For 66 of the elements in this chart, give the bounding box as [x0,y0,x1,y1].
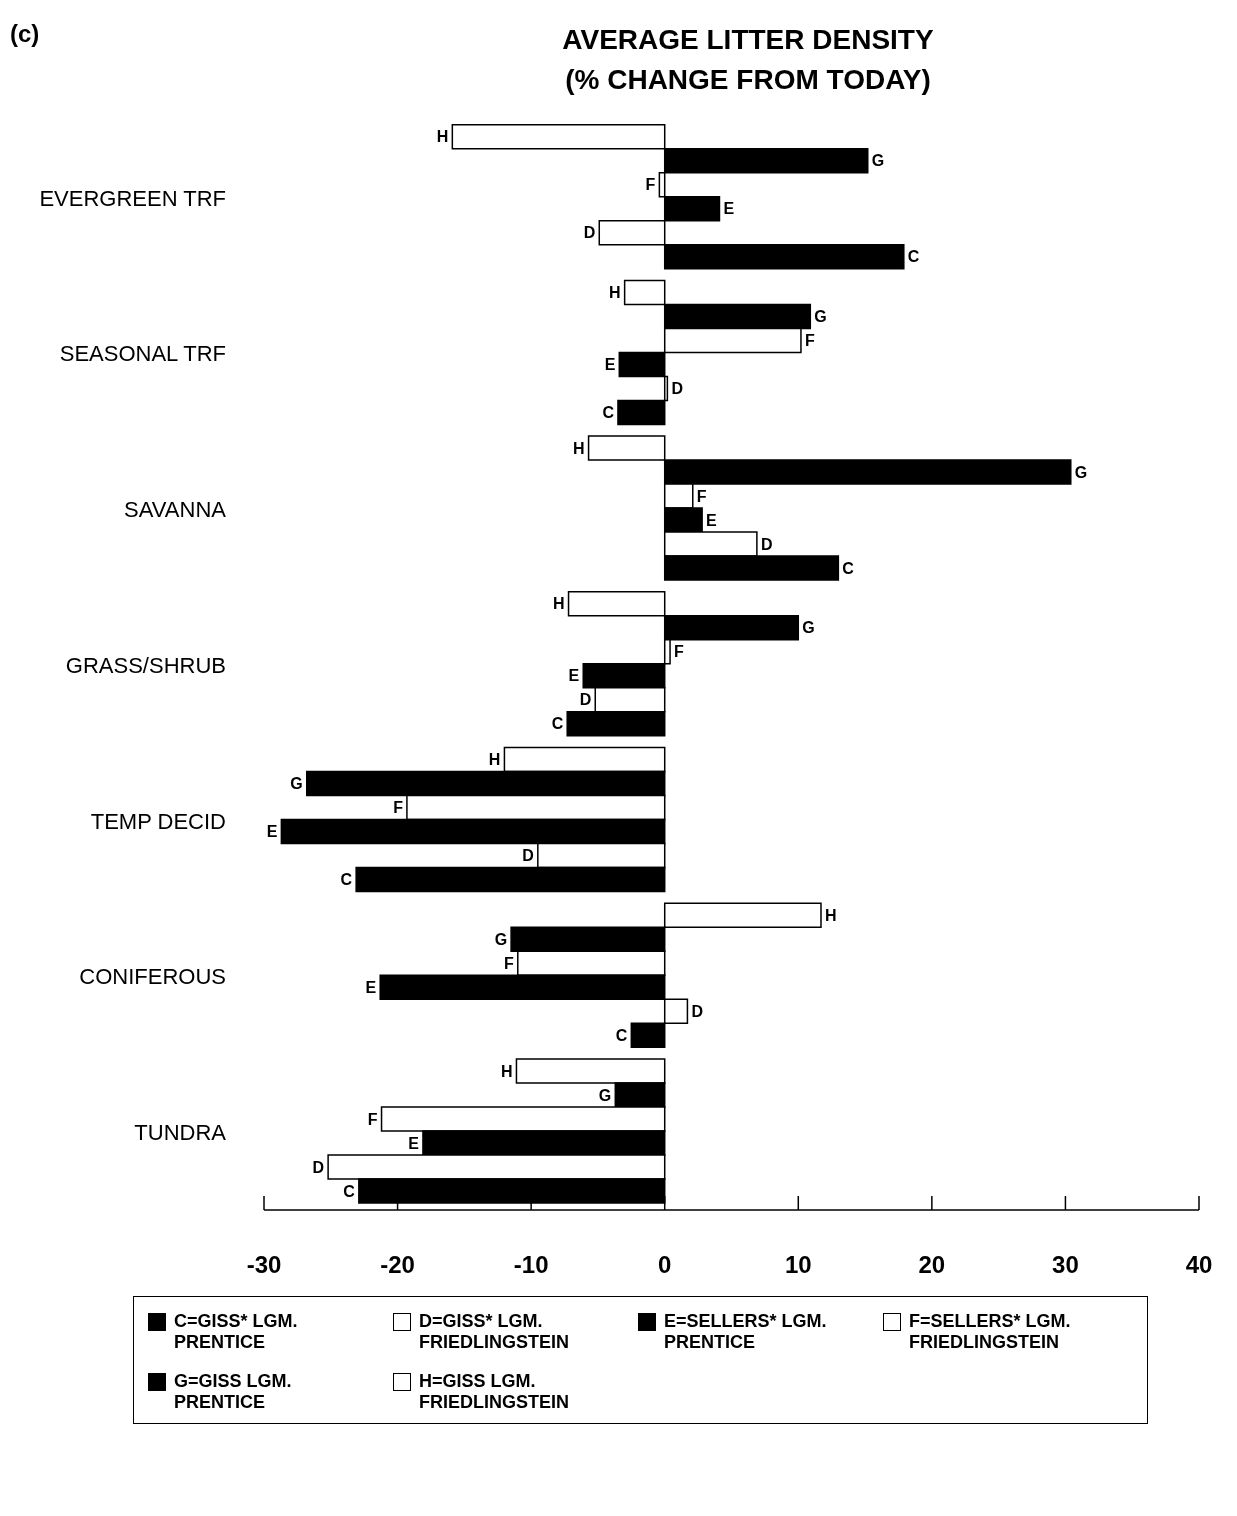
data-label: E [568,667,580,685]
legend-label: D=GISS* LGM. FRIEDLINGSTEIN [419,1311,570,1353]
y-tick-label: SAVANNA [124,497,227,523]
legend-label: H=GISS LGM. FRIEDLINGSTEIN [419,1371,570,1413]
data-label: G [802,619,815,637]
data-label: E [706,511,718,529]
data-label: D [671,379,683,397]
data-label: E [723,200,735,218]
data-label: C [602,403,615,421]
data-label: G [598,1086,612,1104]
data-label: D [522,847,534,865]
text: (c) [10,20,40,48]
data-label: C [842,559,855,577]
data-label: D [312,1158,325,1176]
x-tick-label: 10 [784,1251,812,1279]
chart-title: AVERAGE LITTER DENSITY [561,23,935,57]
y-tick-label: EVERGREEN TRF [39,185,226,211]
data-label: H [552,595,565,613]
data-label: G [494,930,508,948]
legend-label: F=SELLERS* LGM. FRIEDLINGSTEIN [909,1311,1072,1353]
x-tick-label: -20 [380,1251,415,1279]
legend-label: G=GISS LGM. PRENTICE [174,1371,293,1413]
y-tick-label: CONIFEROUS [79,964,226,990]
data-label: D [583,224,596,242]
data-label: H [436,128,449,146]
data-label: H [609,283,621,301]
data-label: G [871,152,885,170]
data-label: E [408,1134,420,1152]
data-label: F [393,799,404,817]
x-tick-label: -10 [513,1251,549,1279]
data-label: H [824,906,837,924]
legend-label: E=SELLERS* LGM. PRENTICE [664,1311,828,1353]
data-label: F [367,1110,378,1128]
data-label: G [290,775,303,793]
data-label: E [365,978,377,996]
data-label: F [696,487,707,505]
data-label: H [573,439,585,457]
y-tick-label: SEASONAL TRF [59,341,226,367]
x-tick-label: -30 [246,1251,282,1279]
y-tick-label: GRASS/SHRUB [65,652,226,678]
chart-subtitle: (% CHANGE FROM TODAY) [564,63,932,97]
x-tick-label: 20 [918,1251,946,1279]
data-label: H [488,751,501,769]
data-label: D [691,1002,703,1020]
data-label: C [343,1182,356,1200]
x-tick-label: 40 [1185,1251,1213,1279]
data-label: D [579,691,592,709]
data-label: G [1074,463,1088,481]
data-label: D [760,535,773,553]
data-label: C [615,1026,628,1044]
legend-label: C=GISS* LGM. PRENTICE [174,1311,299,1353]
data-label: F [645,176,656,194]
data-label: C [340,871,353,889]
data-label: H [500,1062,513,1080]
data-label: C [551,715,564,733]
data-label: F [804,331,815,349]
data-label: C [907,248,920,266]
data-label: E [266,823,278,841]
data-label: E [604,355,616,373]
data-label: G [814,307,827,325]
data-label: F [674,643,685,661]
y-tick-label: TEMP DECID [90,808,226,834]
data-label: F [504,954,514,972]
x-tick-label: 0 [658,1251,672,1279]
x-tick-label: 30 [1052,1251,1079,1279]
y-tick-label: TUNDRA [134,1119,227,1145]
